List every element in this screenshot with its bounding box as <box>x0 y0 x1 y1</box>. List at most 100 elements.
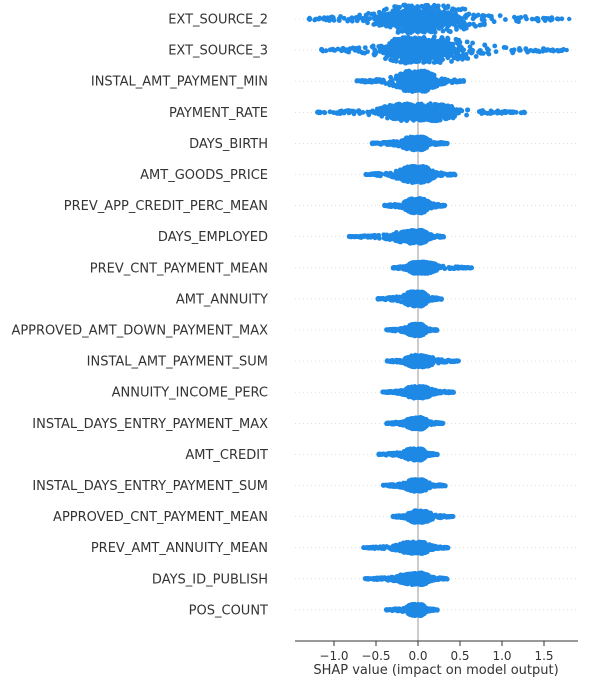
swarm-point <box>403 301 409 306</box>
swarm-point <box>559 16 565 22</box>
swarm-point <box>463 52 469 57</box>
swarm-point <box>399 264 404 270</box>
swarm-core <box>377 40 459 60</box>
swarm-point <box>392 238 398 243</box>
swarm-point <box>443 116 449 122</box>
outlier-point <box>315 110 320 115</box>
swarm-point <box>428 29 434 35</box>
swarm-point <box>513 16 519 22</box>
swarm-point <box>485 50 491 55</box>
swarm-point <box>464 39 470 45</box>
swarm-point <box>518 15 524 20</box>
swarm-point <box>406 197 412 203</box>
outlier-point <box>319 47 324 53</box>
swarm-point <box>335 110 341 116</box>
feature-swarm <box>369 134 450 153</box>
swarm-point <box>405 34 411 40</box>
swarm-point <box>473 54 479 59</box>
swarm-point <box>541 15 547 21</box>
swarm-point <box>433 59 439 65</box>
swarm-point <box>475 12 481 18</box>
swarm-point <box>481 21 487 26</box>
swarm-point <box>524 16 529 22</box>
swarm-point <box>482 42 488 48</box>
swarm-point <box>389 327 395 333</box>
outlier-point <box>469 265 474 270</box>
swarm-point <box>395 171 401 177</box>
swarm-core <box>372 9 464 29</box>
swarm-point <box>396 36 402 42</box>
swarm-point <box>433 327 438 333</box>
swarm-point <box>488 108 494 114</box>
outlier-point <box>567 16 572 22</box>
swarm-point <box>349 15 355 21</box>
swarm-point <box>378 141 384 147</box>
swarm-point <box>385 203 391 209</box>
swarm-point <box>406 88 411 93</box>
swarm-point <box>444 79 450 85</box>
swarm-layer <box>306 2 572 618</box>
swarm-point <box>376 296 382 301</box>
swarm-point <box>401 229 407 235</box>
swarm-point <box>394 82 400 88</box>
swarm-point <box>440 263 446 269</box>
feature-swarm <box>319 34 569 66</box>
feature-swarm <box>315 101 527 124</box>
swarm-point <box>464 112 469 118</box>
swarm-core <box>408 293 428 304</box>
outlier-point <box>522 110 527 115</box>
swarm-point <box>447 172 453 178</box>
swarm-point <box>423 87 429 92</box>
swarm-point <box>354 14 360 20</box>
swarm-point <box>362 45 368 51</box>
swarm-point <box>450 115 456 121</box>
swarm-point <box>441 202 447 208</box>
swarm-point <box>397 71 403 77</box>
swarm-point <box>449 59 454 64</box>
swarm-point <box>427 59 432 65</box>
swarm-point <box>464 107 470 113</box>
swarm-point <box>362 79 367 85</box>
feature-swarm <box>384 352 461 370</box>
swarm-point <box>395 29 401 35</box>
swarm-point <box>523 46 529 51</box>
outlier-point <box>550 47 555 53</box>
swarm-point <box>479 17 485 22</box>
swarm-point <box>464 55 469 61</box>
swarm-point <box>363 172 369 178</box>
swarm-point <box>438 172 444 178</box>
swarm-point <box>370 172 376 178</box>
swarm-point <box>480 51 486 56</box>
swarm-core <box>402 168 434 181</box>
swarm-point <box>502 110 508 116</box>
swarm-point <box>455 41 461 47</box>
swarm-point <box>503 17 508 22</box>
swarm-point <box>461 79 467 84</box>
swarm-point <box>401 85 406 91</box>
swarm-point <box>441 141 447 147</box>
swarm-point <box>554 16 560 22</box>
feature-swarm <box>382 196 448 216</box>
swarm-point <box>396 101 402 107</box>
swarm-point <box>362 50 368 56</box>
swarm-point <box>419 179 425 185</box>
swarm-core <box>406 200 430 211</box>
outlier-point <box>564 47 569 53</box>
feature-swarm <box>306 2 572 36</box>
swarm-point <box>331 17 337 23</box>
swarm-point <box>398 203 403 208</box>
outlier-point <box>321 110 327 115</box>
swarm-point <box>376 235 382 241</box>
swarm-point <box>465 265 470 271</box>
swarm-point <box>477 22 483 28</box>
outlier-point <box>550 16 555 22</box>
swarm-point <box>403 69 409 74</box>
swarm-point <box>528 48 534 53</box>
outlier-point <box>350 234 355 239</box>
swarm-point <box>461 47 467 53</box>
swarm-point <box>383 234 389 239</box>
swarm-point <box>366 11 371 16</box>
swarm-point <box>451 171 457 177</box>
swarm-point <box>341 15 347 21</box>
